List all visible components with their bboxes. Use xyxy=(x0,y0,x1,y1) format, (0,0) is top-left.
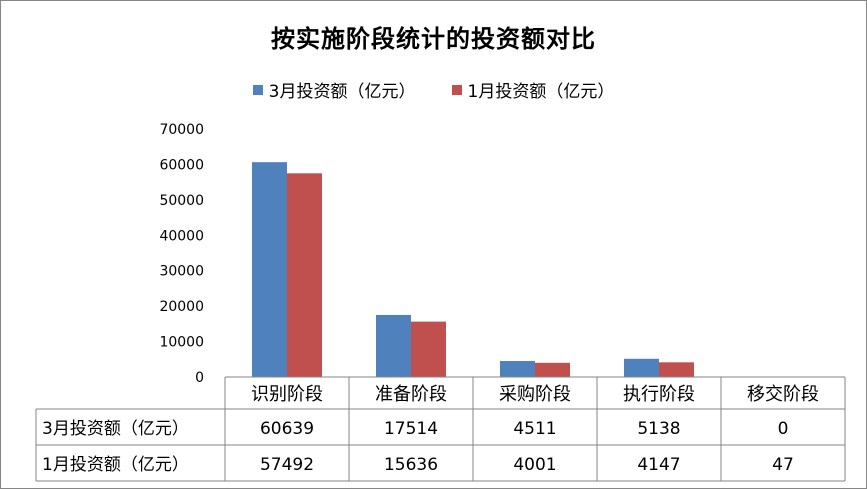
table-value: 4001 xyxy=(513,455,556,475)
bar-2-3 xyxy=(535,362,570,377)
table-value: 17514 xyxy=(384,419,438,439)
legend-swatch-series-1 xyxy=(252,84,263,95)
bar-2-4 xyxy=(659,362,694,377)
bar-1-1 xyxy=(252,162,287,377)
legend-swatch-series-2 xyxy=(451,84,462,95)
bar-1-3 xyxy=(500,361,535,377)
category-label: 识别阶段 xyxy=(251,384,323,405)
table-value: 15636 xyxy=(384,455,438,475)
table-value: 47 xyxy=(772,455,794,475)
table-series-label: 1月投资额（亿元） xyxy=(42,455,189,475)
bar-1-4 xyxy=(624,358,659,377)
y-tick-label: 0 xyxy=(195,370,204,386)
y-tick-label: 40000 xyxy=(159,228,204,244)
category-label: 移交阶段 xyxy=(747,384,819,405)
table-series-label: 3月投资额（亿元） xyxy=(42,419,189,439)
y-tick-label: 10000 xyxy=(159,335,204,351)
table-value: 60639 xyxy=(260,419,314,439)
category-label: 准备阶段 xyxy=(375,384,447,405)
y-tick-label: 50000 xyxy=(159,193,204,209)
table-value: 5138 xyxy=(637,419,680,439)
chart-legend: 3月投资额（亿元） 1月投资额（亿元） xyxy=(1,77,866,102)
y-tick-label: 20000 xyxy=(159,299,204,315)
table-value: 57492 xyxy=(260,455,314,475)
bar-2-2 xyxy=(411,321,446,377)
y-tick-label: 30000 xyxy=(159,264,204,280)
legend-item-series-1: 3月投资额（亿元） xyxy=(252,77,416,102)
legend-label-series-2: 1月投资额（亿元） xyxy=(467,82,615,102)
category-label: 采购阶段 xyxy=(499,384,571,405)
chart-title: 按实施阶段统计的投资额对比 xyxy=(271,25,596,53)
y-tick-label: 60000 xyxy=(159,157,204,173)
legend-item-series-2: 1月投资额（亿元） xyxy=(451,77,615,102)
table-value: 4147 xyxy=(637,455,680,475)
table-value: 4511 xyxy=(513,419,556,439)
y-tick-label: 70000 xyxy=(159,122,204,138)
bar-2-1 xyxy=(287,173,322,377)
legend-label-series-1: 3月投资额（亿元） xyxy=(268,82,416,102)
table-value: 0 xyxy=(778,419,789,439)
category-label: 执行阶段 xyxy=(623,384,695,405)
bar-1-2 xyxy=(376,314,411,377)
